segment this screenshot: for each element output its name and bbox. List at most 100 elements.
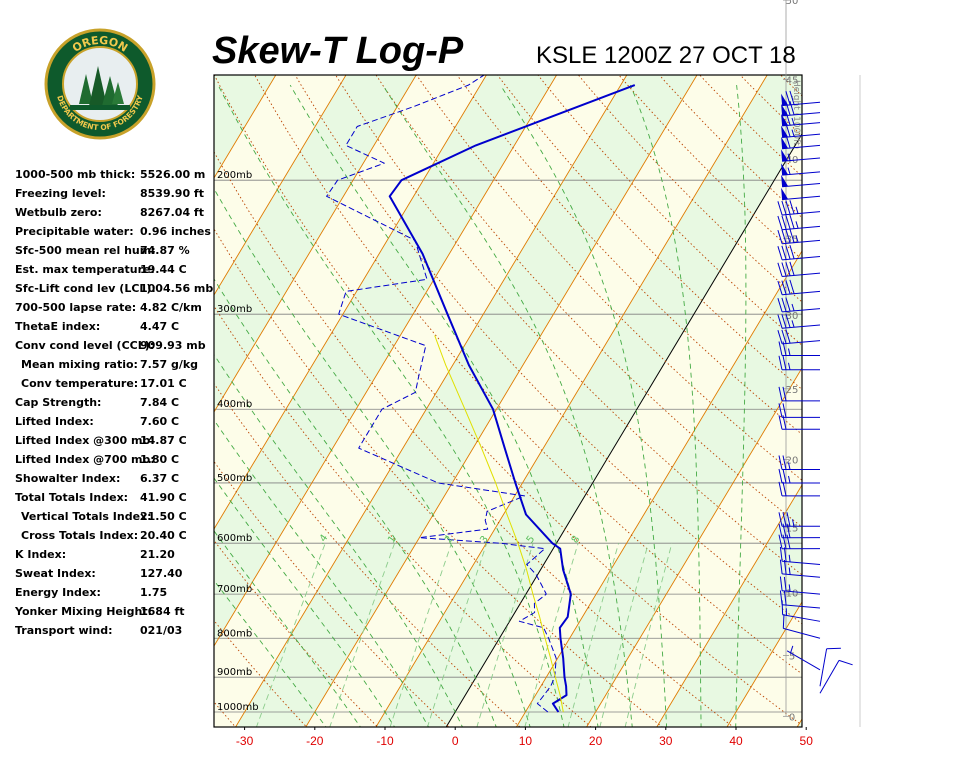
index-value: 021/03: [140, 624, 183, 637]
barb-half-feather: [788, 362, 791, 370]
barb-staff: [782, 182, 821, 188]
index-value: 6.37 C: [140, 472, 180, 485]
barb-feather: [782, 523, 787, 538]
index-row: Sweat Index: 127.40: [15, 567, 215, 586]
wind-barb: [781, 163, 821, 176]
barb-feather: [779, 559, 783, 574]
index-value: 4.47 C: [140, 320, 180, 333]
barb-feather: [785, 134, 791, 149]
wind-barb: [777, 261, 821, 277]
x-tick-label: -10: [376, 734, 394, 748]
mixing-ratio-line: [389, 543, 452, 727]
mixing-ratio-line: [329, 543, 396, 727]
index-row: Lifted Index: 7.60 C: [15, 415, 215, 434]
barb-feather: [789, 214, 795, 229]
barb-feather: [785, 261, 791, 276]
index-row: Transport wind: 021/03: [15, 624, 215, 643]
x-tick-label: 10: [519, 734, 533, 748]
pressure-label: 300mb: [217, 304, 252, 315]
barb-half-feather: [788, 567, 791, 575]
index-label: Freezing level:: [15, 187, 106, 200]
barb-feather: [786, 534, 791, 549]
barb-pennant: [781, 163, 789, 176]
barb-feather: [778, 386, 783, 402]
moist-adiabat: [500, 84, 668, 727]
moist-adiabat: [382, 84, 633, 727]
index-value: 7.57 g/kg: [140, 358, 199, 371]
wind-barb: [779, 576, 821, 595]
wind-barb: [777, 279, 821, 296]
index-row: Lifted Index @700 mb: 1.80 C: [15, 453, 215, 472]
barb-feather: [777, 246, 783, 261]
pressure-label: 600mb: [217, 533, 252, 544]
barb-feather: [779, 576, 783, 591]
isotherm: [864, 70, 960, 732]
index-label: Vertical Totals Index:: [21, 510, 152, 523]
isotherm: [375, 75, 768, 727]
barb-feather: [781, 600, 784, 615]
barb-half-feather: [790, 645, 794, 653]
wind-barb: [782, 614, 821, 639]
dry-adiabat: [415, 75, 802, 481]
dry-adiabat: [888, 62, 960, 737]
index-label: Conv temperature:: [21, 377, 139, 390]
isotherm: [214, 75, 558, 647]
index-label: Showalter Index:: [15, 472, 121, 485]
barb-feather: [782, 386, 787, 402]
barb-half-feather: [791, 320, 795, 328]
barb-staff: [782, 239, 821, 245]
index-value: 74.87 %: [140, 244, 190, 257]
barb-staff: [782, 101, 821, 107]
barb-feather: [783, 576, 787, 592]
dry-adiabat: [928, 62, 960, 737]
index-row: Freezing level: 8539.90 ft: [15, 187, 215, 206]
barb-feather: [785, 122, 791, 137]
barb-pennant: [781, 113, 789, 126]
wind-barb: [781, 134, 821, 150]
height-tick-label: 50: [786, 0, 799, 7]
temperature-line: [388, 84, 636, 713]
mixing-ratio-line: [255, 543, 326, 727]
index-row: Precipitable water: 0.96 inches: [15, 225, 215, 244]
mixing-ratio-line: [426, 543, 488, 727]
barb-feather: [777, 298, 783, 313]
barb-feather: [777, 215, 783, 230]
barb-staff: [782, 112, 821, 117]
index-value: 4.82 C/km: [140, 301, 202, 314]
barb-staff: [782, 195, 821, 201]
wind-barb: [778, 355, 821, 371]
index-label: Lifted Index @700 mb:: [15, 453, 155, 466]
barb-staff: [782, 272, 821, 277]
barb-staff: [782, 324, 821, 329]
index-value: 21.50 C: [140, 510, 187, 523]
index-row: Wetbulb zero: 8267.04 ft: [15, 206, 215, 225]
barb-staff: [782, 144, 821, 150]
barb-feather: [781, 329, 787, 344]
wind-barb: [786, 645, 821, 671]
wind-barb: [777, 244, 821, 261]
moist-adiabat: [214, 579, 327, 727]
height-tick-label: 5: [789, 652, 795, 663]
index-value: 17.01 C: [140, 377, 187, 390]
barb-staff: [782, 340, 821, 345]
barb-pennant: [781, 187, 789, 200]
barb-pennant: [781, 136, 789, 149]
index-row: 700-500 lapse rate: 4.82 C/km: [15, 301, 215, 320]
dry-adiabat: [808, 62, 960, 737]
barb-feather: [777, 201, 783, 216]
index-value: 5526.00 m: [140, 168, 206, 181]
index-row: Conv cond level (CCL): 909.93 mb: [15, 339, 215, 358]
isotherm: [235, 75, 628, 727]
barb-feather: [778, 341, 783, 356]
barb-feather: [789, 200, 795, 215]
barb-feather: [785, 280, 791, 295]
dry-adiabat: [214, 382, 521, 727]
wind-barb: [779, 546, 821, 566]
wind-barb: [781, 149, 821, 162]
index-value: 0.96 inches: [140, 225, 211, 238]
barb-staff: [782, 290, 821, 296]
index-row: Cross Totals Index: 20.40 C: [15, 529, 215, 548]
dewpoint-line: [326, 75, 557, 713]
index-row: K Index: 21.20: [15, 548, 215, 567]
index-value: 1684 ft: [140, 605, 185, 618]
